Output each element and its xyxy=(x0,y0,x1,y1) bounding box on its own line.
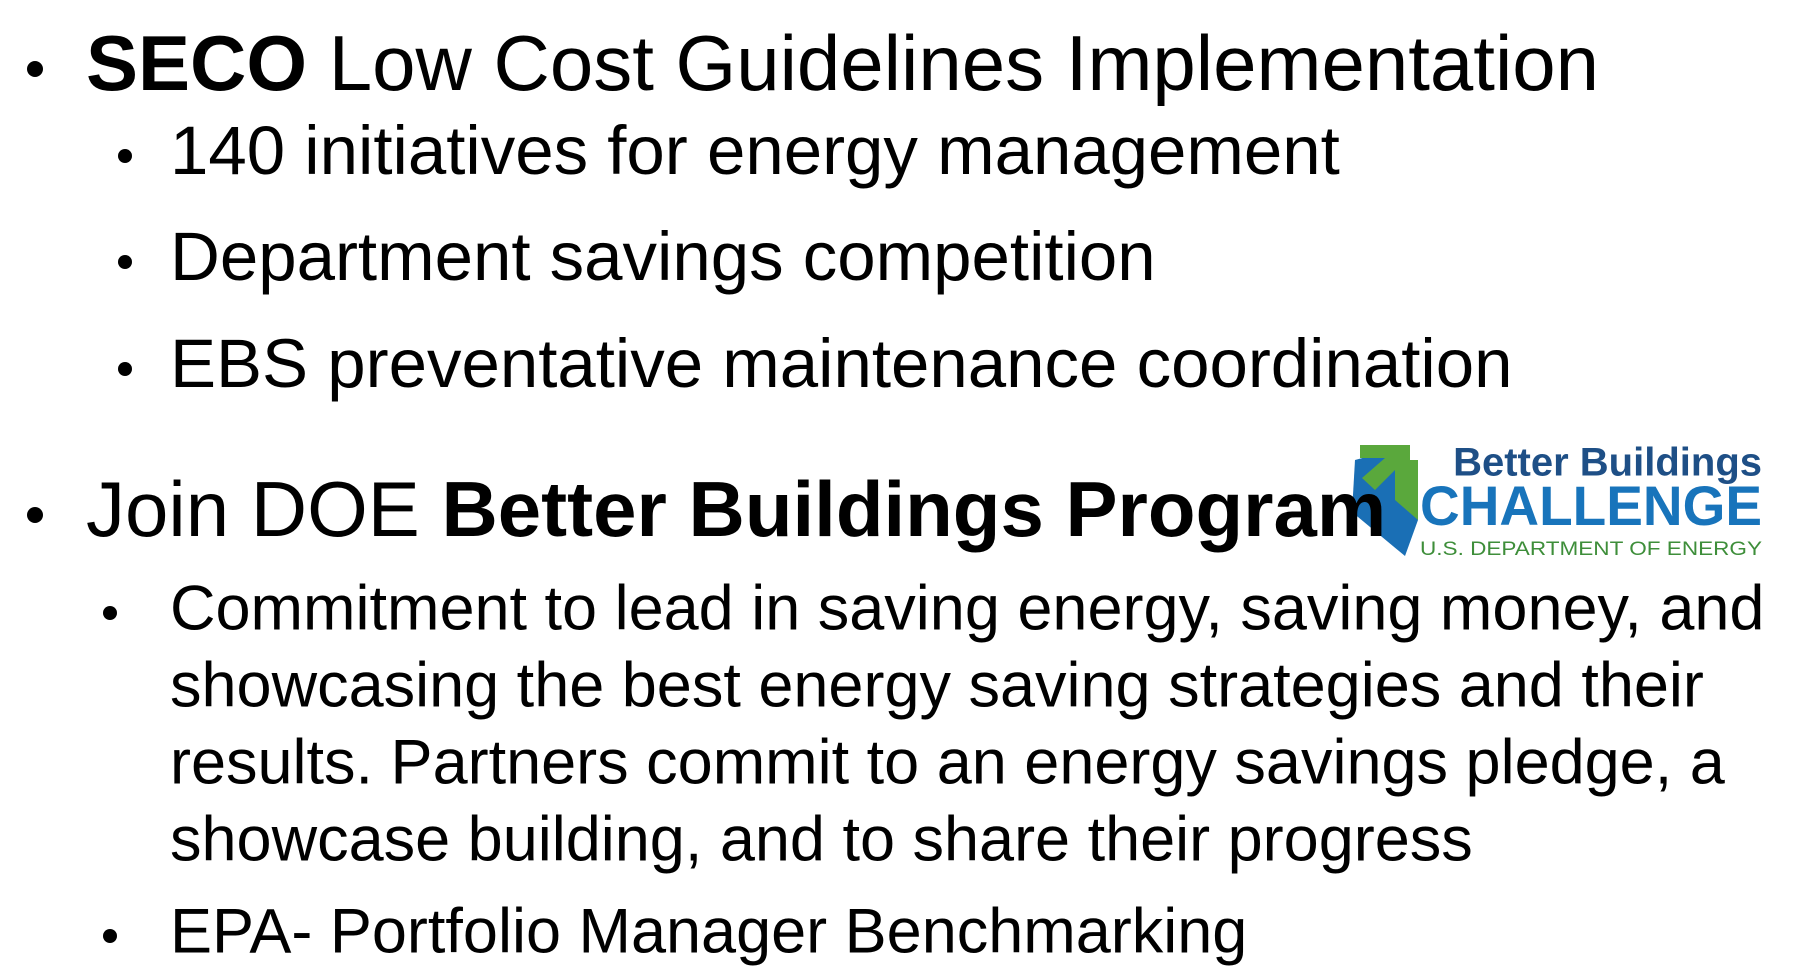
sub-item-line: Commitment to lead in saving energy, sav… xyxy=(170,574,1764,644)
sub-item-line: Department savings competition xyxy=(170,218,1156,295)
heading: SECO Low Cost Guidelines Implementation xyxy=(86,19,1599,107)
heading-segment: Better Buildings Program xyxy=(441,465,1386,553)
bullet xyxy=(27,507,43,523)
sub-item-line: showcase building, and to share their pr… xyxy=(170,805,1473,875)
sub-bullet xyxy=(118,362,132,376)
sub-item-line: EBS preventative maintenance coordinatio… xyxy=(170,325,1513,402)
logo-challenge: CHALLENGE xyxy=(1420,474,1762,537)
logo: Better Buildings CHALLENGE U.S. DEPARTME… xyxy=(1352,441,1762,560)
sub-item-line: EPA- Portfolio Manager Benchmarking xyxy=(170,897,1247,967)
logo-title: Better Buildings xyxy=(1453,441,1762,485)
sub-bullet xyxy=(103,606,117,620)
sub-item-line: 140 initiatives for energy management xyxy=(170,112,1340,189)
sub-item-line: showcasing the best energy saving strate… xyxy=(170,651,1704,721)
heading-segment: Join DOE xyxy=(86,465,441,553)
logo-department: U.S. DEPARTMENT OF ENERGY xyxy=(1420,539,1762,560)
sub-bullet xyxy=(118,149,132,163)
sub-item-line: results. Partners commit to an energy sa… xyxy=(170,728,1726,798)
sub-bullet xyxy=(118,255,132,269)
logo-arrow-green xyxy=(1360,445,1418,520)
heading-segment: Low Cost Guidelines Implementation xyxy=(307,19,1599,107)
sub-bullet xyxy=(103,929,117,943)
heading: Join DOE Better Buildings Program xyxy=(86,465,1386,553)
bullet xyxy=(27,61,43,77)
heading-segment: SECO xyxy=(86,19,307,107)
